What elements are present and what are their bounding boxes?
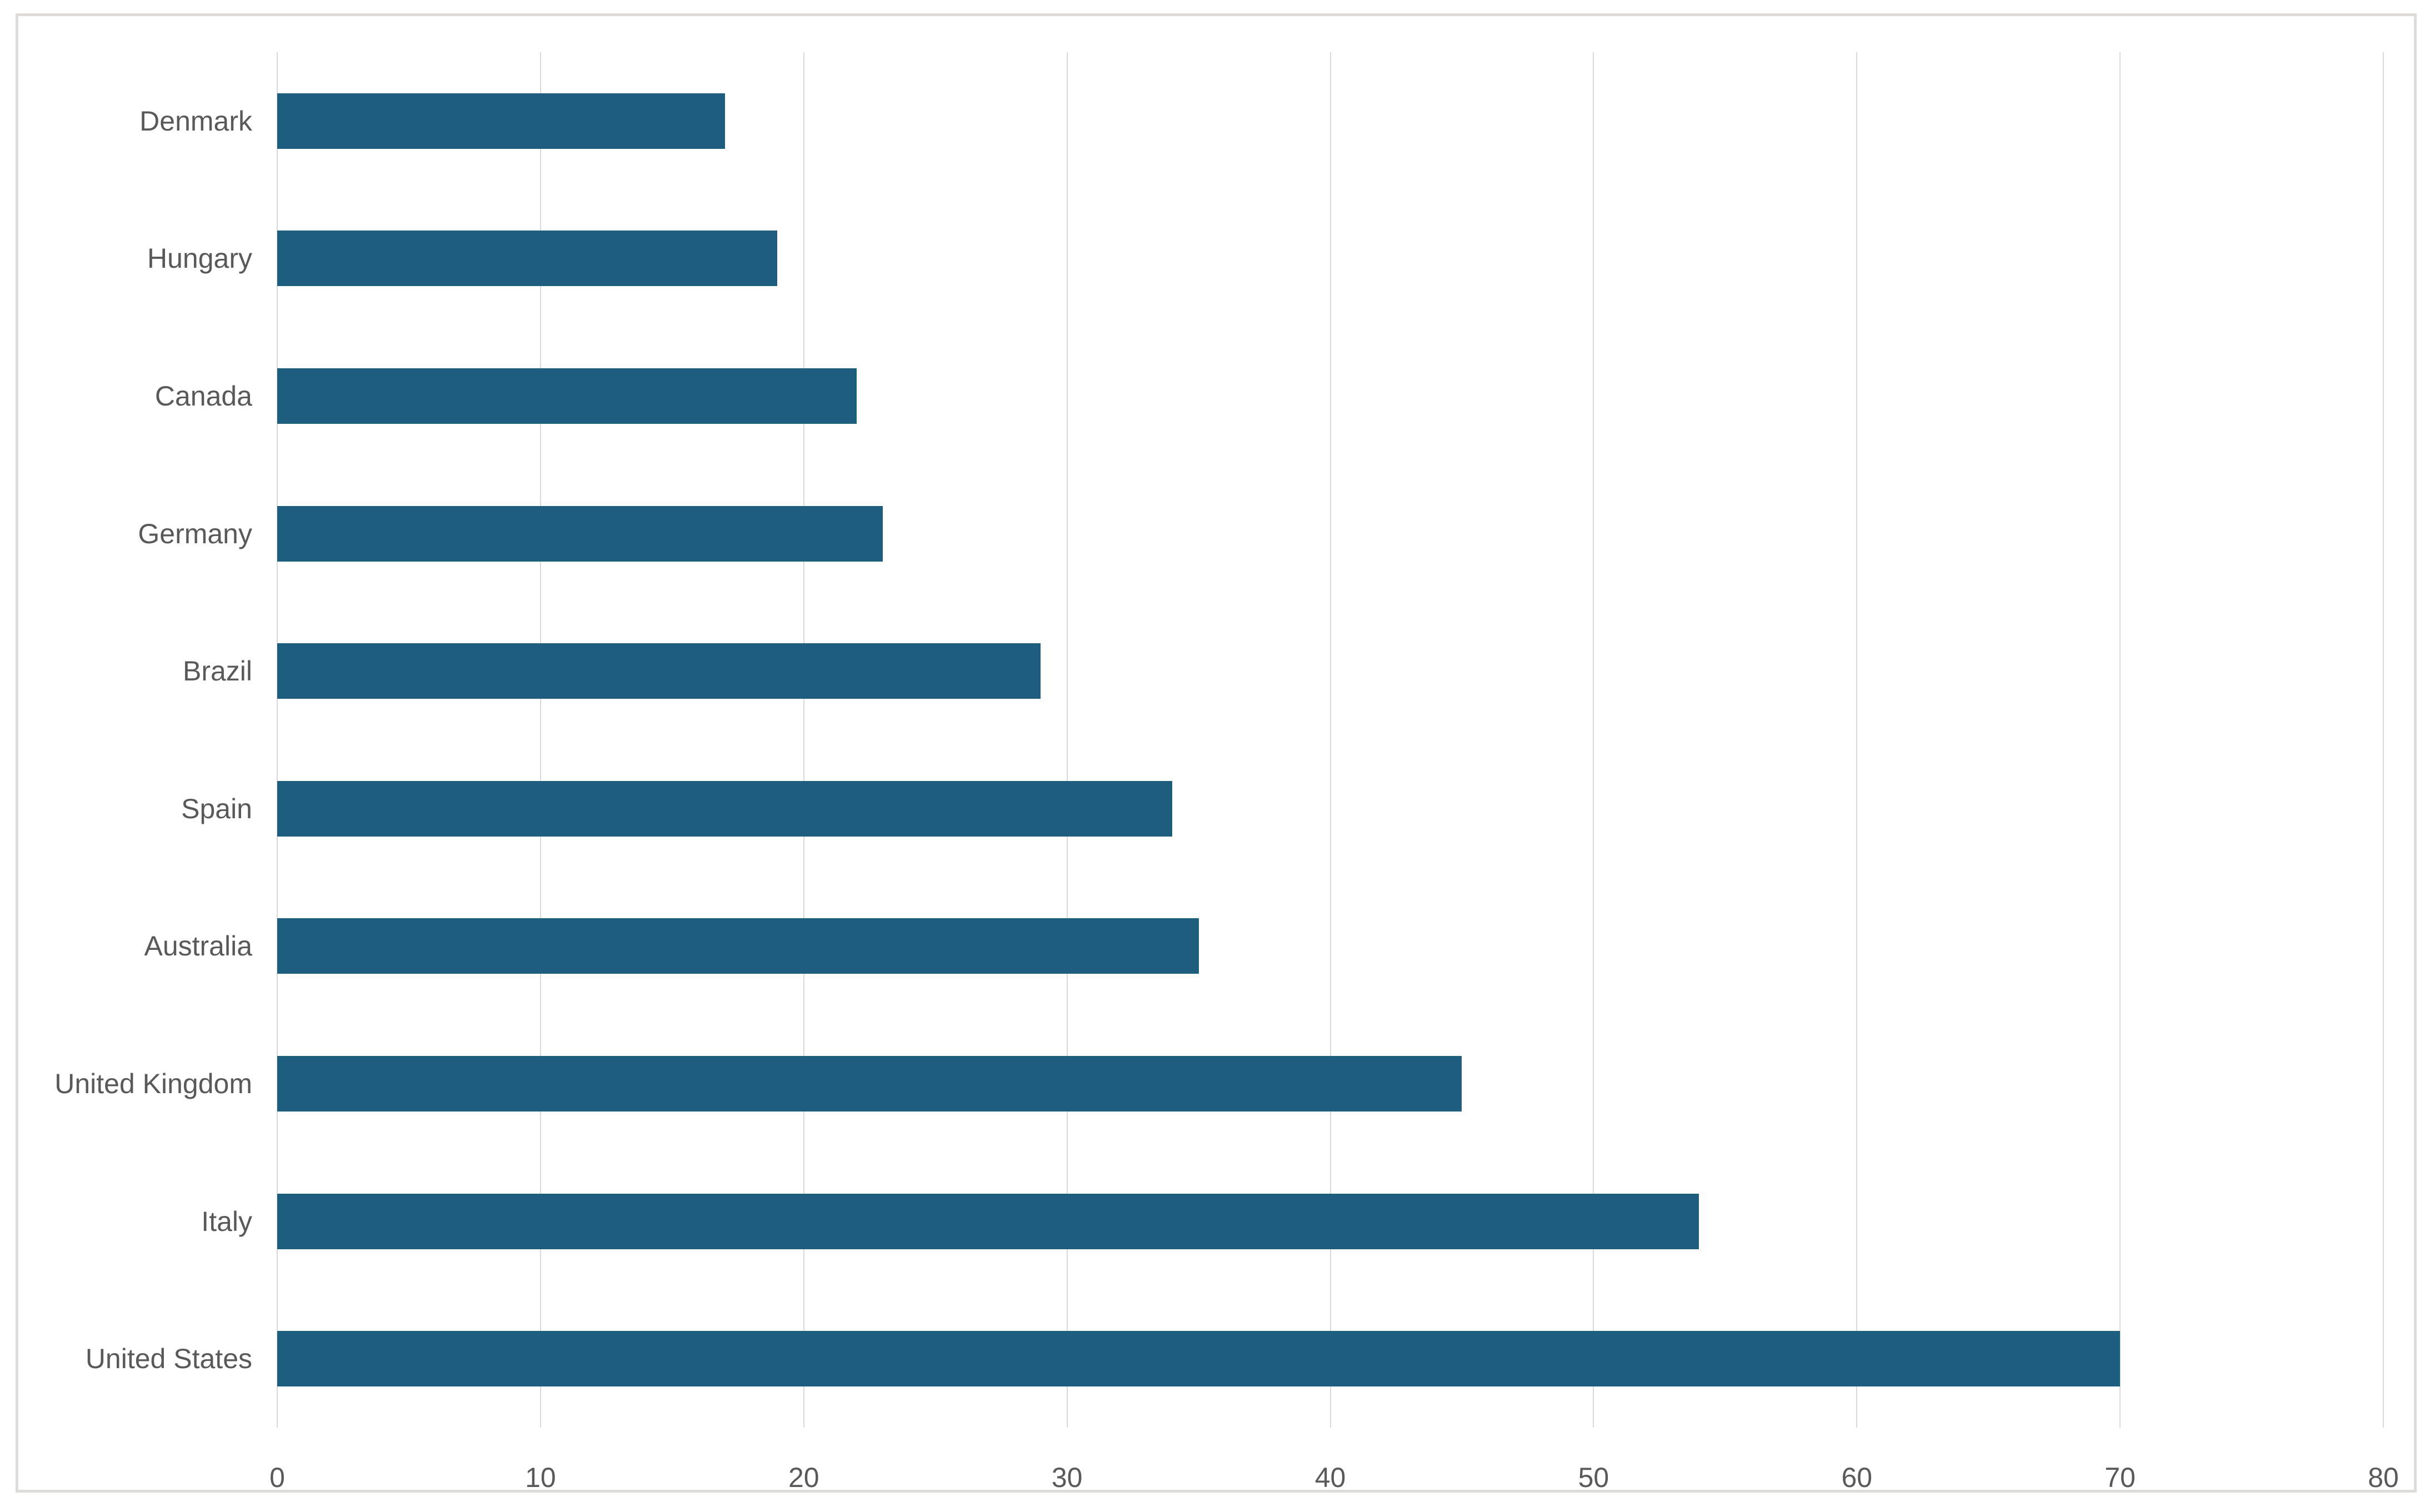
gridline-x-40 <box>1329 52 1331 1428</box>
gridline-x-50 <box>1593 52 1594 1428</box>
category-label-brazil: Brazil <box>182 655 252 687</box>
gridline-x-20 <box>803 52 804 1428</box>
plot-area <box>277 52 2384 1428</box>
category-label-germany: Germany <box>138 518 252 549</box>
category-label-united-states: United States <box>85 1343 252 1375</box>
gridline-x-80 <box>2383 52 2384 1428</box>
gridline-x-60 <box>1856 52 1858 1428</box>
category-label-united-kingdom: United Kingdom <box>54 1068 252 1099</box>
gridline-x-10 <box>539 52 541 1428</box>
x-tick-label: 50 <box>1578 1462 1609 1493</box>
x-tick-label: 20 <box>788 1462 819 1493</box>
bar-australia <box>277 918 1199 974</box>
chart-frame-border <box>16 13 2417 1493</box>
x-tick-label: 10 <box>525 1462 556 1493</box>
bar-italy <box>277 1193 1699 1249</box>
category-label-hungary: Hungary <box>147 243 252 274</box>
bar-denmark <box>277 93 725 149</box>
category-label-spain: Spain <box>181 793 252 824</box>
x-tick-label: 70 <box>2104 1462 2136 1493</box>
x-tick-label: 80 <box>2368 1462 2399 1493</box>
bar-spain <box>277 780 1173 837</box>
x-tick-label: 0 <box>269 1462 285 1493</box>
category-label-australia: Australia <box>144 930 252 962</box>
x-tick-label: 60 <box>1841 1462 1873 1493</box>
bar-canada <box>277 368 857 424</box>
bar-brazil <box>277 643 1041 699</box>
bar-united-kingdom <box>277 1056 1462 1112</box>
bar-hungary <box>277 231 778 287</box>
bar-united-states <box>277 1331 2121 1387</box>
category-label-canada: Canada <box>154 380 252 412</box>
bar-germany <box>277 505 883 562</box>
category-label-denmark: Denmark <box>139 105 252 137</box>
gridline-x-70 <box>2119 52 2121 1428</box>
x-tick-label: 40 <box>1314 1462 1346 1493</box>
gridline-x-0 <box>277 52 278 1428</box>
category-label-italy: Italy <box>201 1205 252 1237</box>
gridline-x-30 <box>1066 52 1068 1428</box>
x-tick-label: 30 <box>1051 1462 1083 1493</box>
